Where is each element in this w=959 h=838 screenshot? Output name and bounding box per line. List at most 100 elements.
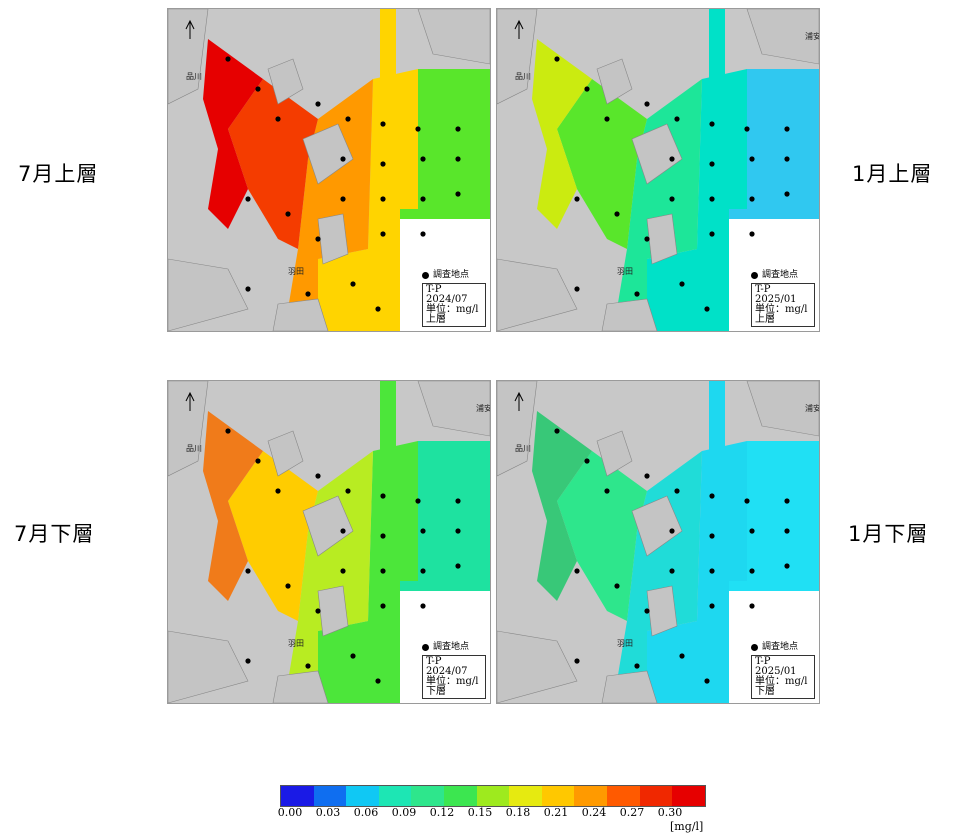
survey-point: [420, 231, 426, 237]
survey-point: [669, 528, 675, 534]
survey-point: [415, 498, 421, 504]
label-july-upper: 7月上層: [18, 162, 99, 186]
concentration-zone: [647, 69, 747, 331]
survey-point: [749, 196, 755, 202]
concentration-zone: [288, 451, 373, 703]
north-arrow-icon: [185, 19, 195, 39]
label-jan-lower: 1月下層: [848, 522, 929, 546]
survey-point: [380, 121, 386, 127]
land-area: [746, 381, 819, 437]
concentration-zone: [617, 451, 702, 703]
colorbar-tick-label: 0.12: [429, 806, 455, 819]
survey-point: [455, 126, 461, 132]
survey-point: [255, 458, 261, 464]
land-area: [497, 258, 578, 331]
concentration-zone: [203, 411, 263, 601]
survey-point: [225, 428, 231, 434]
map-panel-july-upper: 品川 羽田 調査地点 T-P 2024/07 単位：mg/l 上層: [167, 8, 491, 332]
legend-key-label: 調査地点: [433, 270, 470, 280]
survey-point: [375, 678, 381, 684]
survey-point: [350, 281, 356, 287]
land-area: [601, 670, 658, 703]
place-label: 品川: [515, 72, 531, 81]
survey-point: [574, 196, 580, 202]
parameter-label: T-P: [426, 656, 442, 667]
land-area: [601, 298, 658, 331]
concentration-zone: [532, 39, 592, 229]
concentration-zone: [380, 9, 396, 89]
info-box: T-P 2025/01 単位：mg/l 下層: [751, 655, 815, 699]
place-label: 羽田: [617, 267, 633, 276]
survey-point: [784, 528, 790, 534]
survey-point-icon: [422, 271, 429, 279]
land-area: [417, 9, 490, 65]
survey-point: [315, 608, 321, 614]
place-label: 羽田: [617, 639, 633, 648]
survey-point: [554, 428, 560, 434]
concentration-zone: [557, 79, 647, 249]
survey-point: [704, 678, 710, 684]
survey-point: [584, 458, 590, 464]
survey-point: [380, 196, 386, 202]
concentration-zone: [318, 69, 418, 331]
survey-point: [275, 116, 281, 122]
survey-point-icon: [751, 643, 758, 651]
land-area: [631, 495, 683, 557]
land-area: [317, 213, 349, 265]
survey-point: [245, 196, 251, 202]
place-label: 浦安市: [805, 403, 819, 413]
concentration-zone: [228, 451, 318, 621]
legend-key-label: 調査地点: [762, 642, 799, 652]
survey-point: [674, 116, 680, 122]
survey-point: [679, 281, 685, 287]
colorbar-tick-label: 0.27: [619, 806, 645, 819]
info-box: T-P 2024/07 単位：mg/l 上層: [422, 283, 486, 327]
survey-point: [669, 156, 675, 162]
date-label: 2025/01: [755, 666, 797, 677]
concentration-zone: [380, 381, 396, 461]
survey-point: [644, 236, 650, 242]
survey-point: [669, 196, 675, 202]
parameter-label: T-P: [755, 284, 771, 295]
land-area: [272, 298, 329, 331]
colorbar-swatch: [574, 786, 608, 806]
survey-point: [340, 196, 346, 202]
legend-key-label: 調査地点: [762, 270, 799, 280]
colorbar-swatch: [444, 786, 477, 806]
survey-point: [584, 86, 590, 92]
colorbar-tick-label: 0.30: [657, 806, 683, 819]
survey-point: [340, 568, 346, 574]
survey-point: [574, 286, 580, 292]
survey-point: [604, 488, 610, 494]
map-legend: 調査地点 T-P 2025/01 単位：mg/l 下層: [751, 642, 815, 699]
survey-point: [574, 568, 580, 574]
colorbar-swatch: [378, 786, 412, 806]
land-area: [168, 9, 209, 105]
place-label: 品川: [186, 72, 202, 81]
survey-point-icon: [422, 643, 429, 651]
colorbar-tick-label: 0.00: [277, 806, 303, 819]
north-arrow-icon: [514, 391, 524, 411]
colorbar-swatch: [411, 786, 445, 806]
survey-point: [345, 488, 351, 494]
survey-point: [709, 493, 715, 499]
survey-point: [255, 86, 261, 92]
date-label: 2025/01: [755, 294, 797, 305]
colorbar-swatch: [346, 786, 379, 806]
colorbar-tick-label: 0.09: [391, 806, 417, 819]
info-box: T-P 2025/01 単位：mg/l 上層: [751, 283, 815, 327]
survey-point: [744, 126, 750, 132]
survey-point: [340, 156, 346, 162]
concentration-zone: [647, 441, 747, 703]
land-area: [317, 585, 349, 637]
survey-point: [380, 603, 386, 609]
layer-label: 上層: [755, 314, 775, 325]
land-area: [646, 213, 678, 265]
survey-point: [285, 583, 291, 589]
survey-point: [455, 498, 461, 504]
survey-point: [380, 533, 386, 539]
